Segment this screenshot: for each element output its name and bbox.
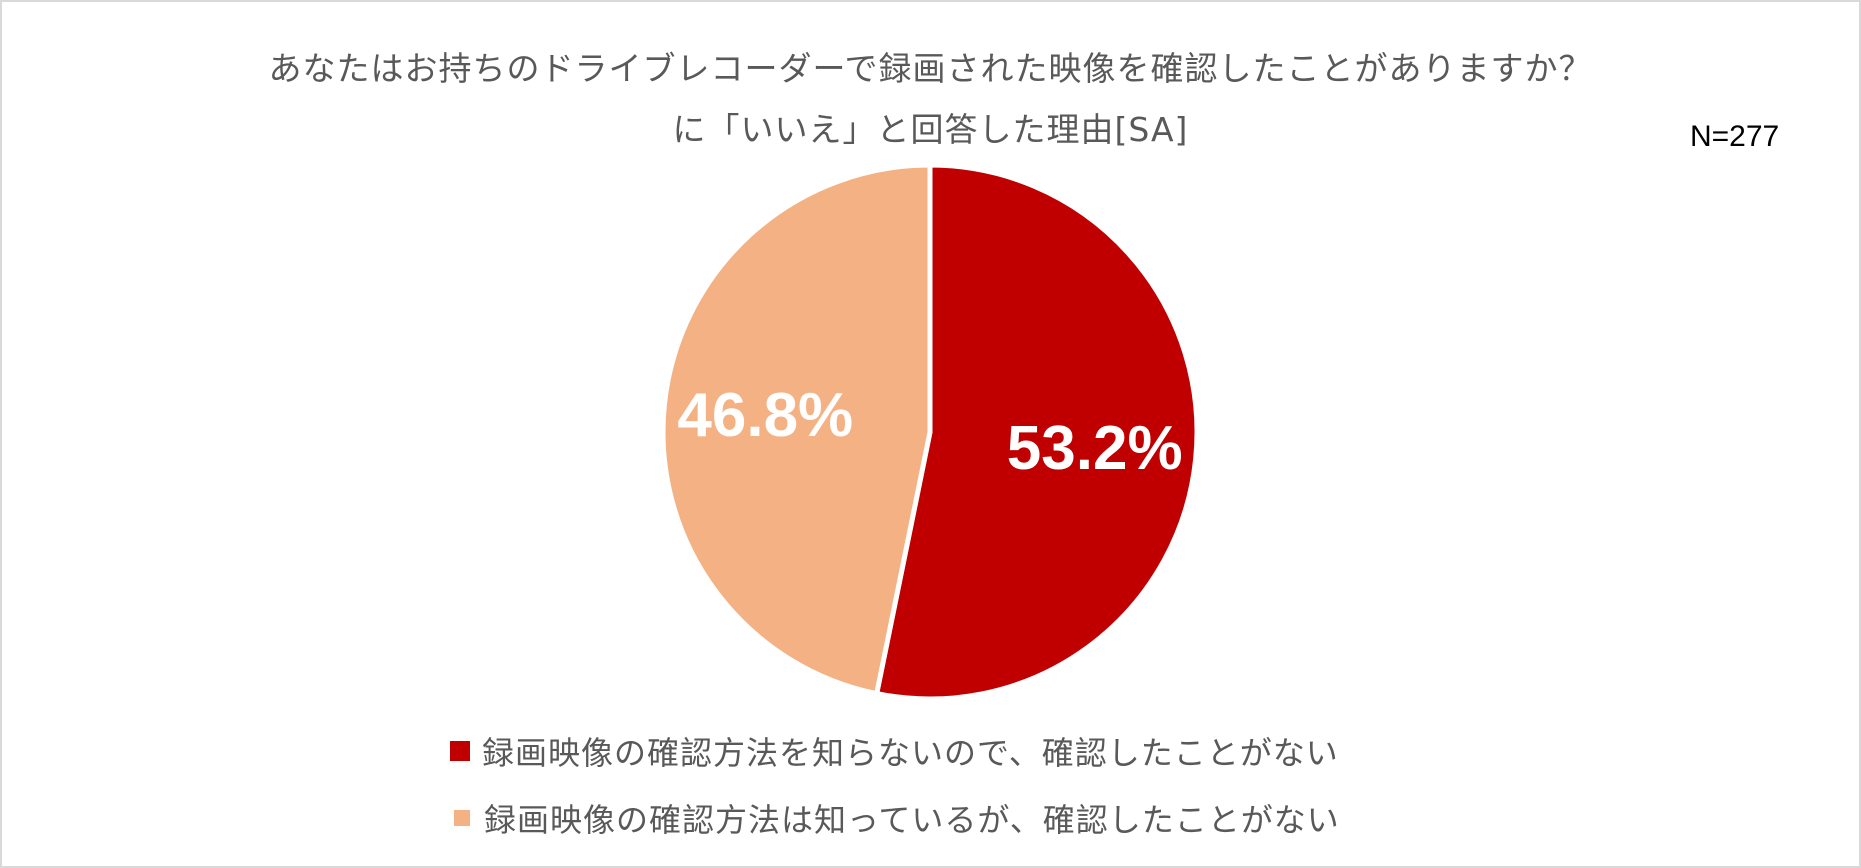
legend-label-0: 録画映像の確認方法を知らないので、確認したことがない: [482, 734, 1339, 772]
legend-item-0: 録画映像の確認方法を知らないので、確認したことがない: [450, 731, 1339, 772]
pie-data-label-1: 46.8%: [677, 381, 853, 450]
pie-slice-1: [660, 162, 933, 697]
legend-swatch-1: [454, 810, 470, 826]
chart-title-line-1: あなたはお持ちのドライブレコーダーで録画された映像を確認したことがありますか？: [268, 49, 1593, 88]
legend-label-1: 録画映像の確認方法は知っているが、確認したことがない: [484, 801, 1340, 839]
pie-slice-0: [874, 162, 1200, 702]
chart-title-line-2: に「いいえ」と回答した理由[SA]: [672, 110, 1189, 149]
pie-data-label-0: 53.2%: [1007, 414, 1183, 483]
sample-size-label: N=277: [1690, 120, 1780, 153]
legend-swatch-0: [450, 741, 470, 761]
legend-item-1: 録画映像の確認方法は知っているが、確認したことがない: [450, 798, 1340, 839]
